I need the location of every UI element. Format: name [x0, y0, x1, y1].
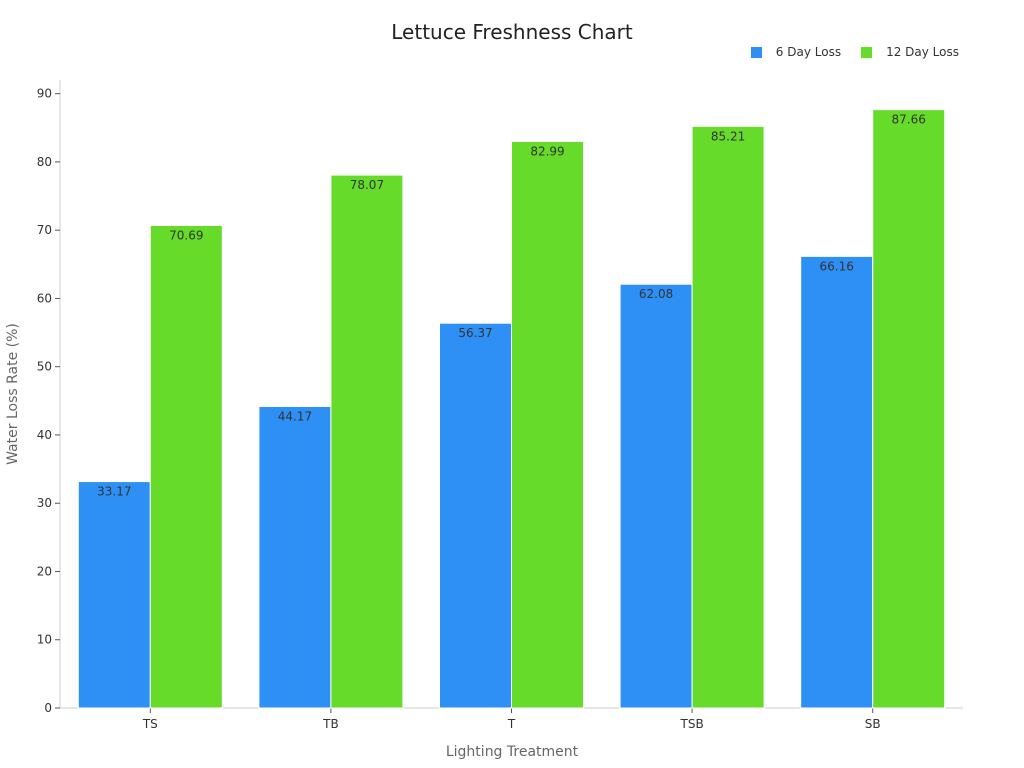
legend-label-12-day: 12 Day Loss — [886, 45, 959, 59]
bar-6-day-sb — [800, 255, 874, 709]
y-tick-label: 30 — [37, 496, 52, 510]
legend-item-6-day: 6 Day Loss — [750, 45, 842, 59]
legend-swatch-12-day — [861, 46, 873, 58]
data-label: 44.17 — [278, 409, 312, 423]
data-labels: 33.17 70.69 44.17 78.07 56.37 82.99 62.08 85.21… — [97, 113, 926, 499]
y-tick-label: 10 — [37, 633, 52, 647]
bar-6-day-tsb — [619, 283, 693, 709]
bar-6-day-t — [439, 322, 512, 709]
y-tick-label: 60 — [37, 291, 52, 305]
x-tick-label: TS — [142, 717, 158, 731]
y-tick-label: 90 — [37, 87, 52, 101]
bar-6-day-tb — [258, 405, 332, 709]
data-label: 87.66 — [892, 113, 926, 127]
x-axis-title: Lighting Treatment — [446, 744, 579, 760]
bars — [77, 109, 946, 709]
x-axis: TS TB T TSB SB — [60, 707, 963, 731]
chart-title: Lettuce Freshness Chart — [391, 20, 633, 44]
data-label: 70.69 — [169, 228, 203, 242]
legend: 6 Day Loss 12 Day Loss — [731, 45, 959, 59]
data-label: 62.08 — [639, 287, 673, 301]
x-tick-label: TSB — [680, 717, 704, 731]
bar-12-day-t — [511, 141, 584, 709]
data-label: 56.37 — [458, 326, 492, 340]
bar-12-day-tb — [330, 174, 404, 709]
x-tick-label: SB — [865, 717, 881, 731]
data-label: 78.07 — [350, 178, 384, 192]
y-tick-label: 0 — [44, 701, 52, 715]
y-axis-title: Water Loss Rate (%) — [5, 323, 21, 465]
legend-swatch-6-day — [750, 46, 762, 58]
data-label: 33.17 — [97, 485, 131, 499]
y-tick-label: 40 — [37, 428, 52, 442]
y-tick-label: 20 — [37, 564, 52, 578]
legend-label-6-day: 6 Day Loss — [775, 45, 842, 59]
bar-6-day-ts — [77, 481, 151, 709]
data-label: 82.99 — [530, 145, 564, 159]
y-tick-label: 80 — [37, 155, 52, 169]
x-tick-label: T — [507, 717, 516, 731]
bar-12-day-tsb — [691, 125, 765, 709]
legend-item-12-day: 12 Day Loss — [861, 45, 959, 59]
y-axis: 0 10 20 30 40 50 60 70 80 90 — [37, 80, 61, 715]
data-label: 66.16 — [820, 259, 854, 273]
y-tick-label: 70 — [37, 223, 52, 237]
x-tick-label: TB — [322, 717, 339, 731]
y-tick-label: 50 — [37, 360, 52, 374]
bar-12-day-sb — [872, 109, 946, 709]
data-label: 85.21 — [711, 129, 745, 143]
bar-12-day-ts — [149, 224, 223, 709]
